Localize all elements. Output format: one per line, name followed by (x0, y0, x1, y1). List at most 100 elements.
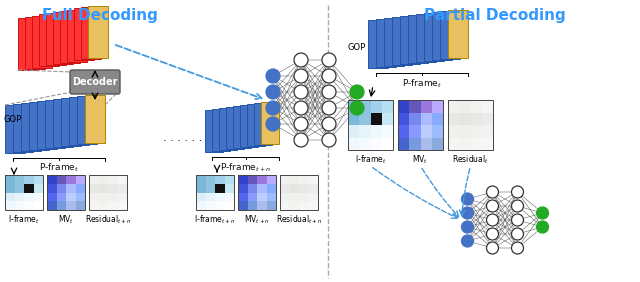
Bar (15, 201, 24, 210)
Circle shape (294, 53, 308, 67)
Bar (5, 175, 43, 210)
Circle shape (536, 207, 548, 219)
Bar (67, 10, 87, 61)
Bar (371, 125, 381, 138)
Bar (215, 201, 225, 210)
Bar (33, 175, 43, 184)
Circle shape (350, 101, 364, 115)
Bar (359, 125, 371, 138)
Bar (280, 201, 289, 210)
Circle shape (266, 101, 280, 115)
Bar (280, 175, 289, 184)
Bar (215, 175, 225, 184)
Circle shape (294, 85, 308, 99)
Bar (196, 175, 205, 184)
Bar (280, 184, 289, 193)
Bar (348, 138, 359, 150)
Bar (225, 193, 234, 201)
Bar (81, 7, 101, 59)
Bar (409, 125, 420, 138)
Bar (448, 138, 460, 150)
Circle shape (266, 85, 280, 99)
Bar (89, 201, 99, 210)
Bar (238, 175, 276, 210)
Bar (409, 138, 420, 150)
Bar (89, 175, 127, 210)
Bar (196, 201, 205, 210)
Bar (432, 138, 443, 150)
Text: GOP: GOP (3, 116, 21, 124)
Bar (226, 107, 244, 149)
Bar (24, 184, 33, 193)
Bar (482, 125, 493, 138)
Bar (47, 193, 56, 201)
Text: P-frame$_t$: P-frame$_t$ (39, 162, 79, 175)
Circle shape (461, 221, 474, 233)
Bar (460, 138, 470, 150)
Bar (53, 99, 73, 147)
Bar (56, 184, 66, 193)
Bar (56, 175, 66, 184)
Bar (398, 113, 409, 125)
Bar (225, 184, 234, 193)
Bar (470, 100, 482, 113)
Circle shape (511, 200, 524, 212)
Circle shape (322, 85, 336, 99)
Bar (460, 113, 470, 125)
Bar (448, 100, 460, 113)
Circle shape (294, 117, 308, 131)
Bar (248, 201, 257, 210)
Bar (32, 16, 52, 68)
Text: Partial Decoding: Partial Decoding (424, 8, 566, 23)
Bar (47, 175, 56, 184)
Circle shape (266, 69, 280, 83)
Bar (205, 175, 215, 184)
Bar (420, 113, 432, 125)
Bar (432, 125, 443, 138)
Bar (118, 201, 127, 210)
Bar (46, 13, 66, 65)
Bar (289, 184, 299, 193)
Bar (205, 201, 215, 210)
Bar (238, 193, 248, 201)
Bar (5, 175, 15, 184)
Bar (233, 106, 251, 148)
Circle shape (511, 242, 524, 254)
Bar (76, 175, 85, 184)
Bar (88, 6, 108, 58)
Bar (196, 175, 234, 210)
Bar (424, 13, 444, 61)
Bar (33, 193, 43, 201)
Bar (89, 184, 99, 193)
Bar (409, 113, 420, 125)
Bar (47, 201, 56, 210)
Bar (238, 201, 248, 210)
Bar (432, 113, 443, 125)
Bar (420, 100, 432, 113)
Bar (482, 100, 493, 113)
Bar (240, 105, 258, 147)
Bar (460, 100, 470, 113)
Bar (440, 11, 460, 59)
Bar (15, 184, 24, 193)
Bar (432, 12, 452, 60)
Bar (266, 201, 276, 210)
Bar (247, 104, 265, 146)
Bar (66, 184, 76, 193)
Circle shape (322, 133, 336, 147)
Bar (108, 201, 118, 210)
Bar (45, 100, 65, 148)
Bar (257, 175, 266, 184)
Bar (118, 175, 127, 184)
Bar (99, 184, 108, 193)
Bar (398, 100, 409, 113)
Bar (359, 113, 371, 125)
Bar (257, 193, 266, 201)
Bar (108, 184, 118, 193)
Bar (225, 201, 234, 210)
Bar (219, 108, 237, 150)
Circle shape (511, 214, 524, 226)
Text: P-frame$_{t+n}$: P-frame$_{t+n}$ (220, 161, 271, 173)
Bar (238, 184, 248, 193)
Bar (33, 184, 43, 193)
